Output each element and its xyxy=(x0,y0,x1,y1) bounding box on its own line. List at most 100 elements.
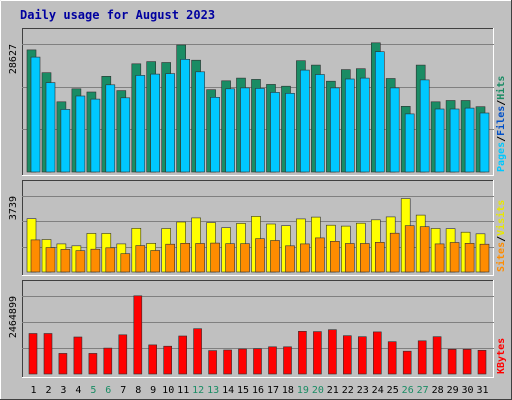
panel-visits-sites: 3739 Sites/Visits xyxy=(8,180,507,276)
series-legend-part: Sites xyxy=(495,242,507,272)
x-tick-label-day-29: 29 xyxy=(447,385,459,396)
x-tick-label-day-31: 31 xyxy=(476,385,488,396)
x-tick-label-day-5: 5 xyxy=(90,385,96,396)
bar-kbytes-day-31 xyxy=(477,349,487,375)
bar-kbytes-day-3 xyxy=(58,353,68,375)
bar-files-day-31 xyxy=(479,112,490,173)
bar-kbytes-day-17 xyxy=(268,346,277,375)
x-tick-label-day-13: 13 xyxy=(207,385,219,396)
bar-kbytes-day-27 xyxy=(417,340,427,375)
bar-files-day-10 xyxy=(165,73,175,173)
x-tick-label-day-19: 19 xyxy=(297,385,309,396)
bar-files-day-23 xyxy=(359,77,370,173)
bar-files-day-25 xyxy=(389,87,400,173)
x-tick-label-day-23: 23 xyxy=(357,385,369,396)
x-tick-label-day-18: 18 xyxy=(282,385,294,396)
x-axis-labels: 1 2 3 4 5 6 7 8 9 10 11 12 13 14 15 16 17 18 19 20 21 22 23 24 2… xyxy=(30,385,488,396)
bar-files-day-22 xyxy=(344,78,355,173)
bars xyxy=(28,295,487,375)
bar-kbytes-day-8 xyxy=(133,295,143,375)
y-axis-max-label: 2464899 xyxy=(8,296,19,338)
x-tick-label-day-6: 6 xyxy=(105,385,111,396)
bar-files-day-24 xyxy=(374,51,385,173)
bar-files-day-9 xyxy=(150,73,160,173)
bar-sites-day-2 xyxy=(45,247,56,273)
bar-sites-day-31 xyxy=(479,243,490,273)
bar-kbytes-day-30 xyxy=(462,348,472,375)
bar-files-day-7 xyxy=(120,97,131,173)
bar-sites-day-14 xyxy=(225,243,235,273)
bar-files-day-4 xyxy=(75,95,86,173)
x-tick-label-day-24: 24 xyxy=(372,385,384,396)
bar-files-day-3 xyxy=(60,109,71,173)
series-legend-part: / xyxy=(496,136,507,142)
bar-kbytes-day-16 xyxy=(253,348,262,375)
bar-kbytes-day-9 xyxy=(148,344,157,375)
bar-sites-day-7 xyxy=(120,253,131,273)
bar-sites-day-5 xyxy=(90,248,101,273)
bar-kbytes-day-10 xyxy=(163,345,172,375)
x-tick-label-day-10: 10 xyxy=(162,385,174,396)
bar-kbytes-day-26 xyxy=(402,350,412,375)
bar-kbytes-day-7 xyxy=(118,334,128,375)
x-tick-label-day-2: 2 xyxy=(45,385,51,396)
bar-sites-day-10 xyxy=(165,243,175,273)
bar-sites-day-29 xyxy=(449,242,460,273)
bar-kbytes-day-20 xyxy=(313,331,322,375)
bar-sites-day-12 xyxy=(195,243,205,273)
bar-files-day-20 xyxy=(315,74,325,173)
bar-sites-day-6 xyxy=(105,247,116,273)
x-tick-label-day-4: 4 xyxy=(75,385,81,396)
bar-sites-day-26 xyxy=(404,225,415,273)
panel-kbytes: 2464899 KBytes xyxy=(8,280,507,378)
bar-sites-day-30 xyxy=(464,243,475,273)
series-legend-part: KBytes xyxy=(496,338,507,374)
bar-sites-day-22 xyxy=(344,243,355,273)
series-legend-part: / xyxy=(496,100,507,106)
bar-files-day-12 xyxy=(195,71,205,173)
x-tick-label-day-11: 11 xyxy=(177,385,189,396)
series-legend: KBytes xyxy=(496,338,507,374)
bar-sites-day-15 xyxy=(240,243,250,273)
bar-kbytes-day-15 xyxy=(238,348,247,375)
bar-sites-day-18 xyxy=(285,245,295,273)
bar-sites-day-9 xyxy=(150,250,160,273)
bar-kbytes-day-1 xyxy=(28,333,38,375)
x-tick-label-day-25: 25 xyxy=(387,385,399,396)
bar-kbytes-day-4 xyxy=(73,336,83,375)
bar-files-day-1 xyxy=(30,56,41,173)
bar-kbytes-day-23 xyxy=(357,336,367,375)
x-tick-label-day-14: 14 xyxy=(222,385,234,396)
x-tick-label-day-3: 3 xyxy=(60,385,66,396)
bar-kbytes-day-2 xyxy=(43,333,53,375)
bar-files-day-11 xyxy=(180,58,190,173)
x-tick-label-day-9: 9 xyxy=(150,385,156,396)
bar-files-day-29 xyxy=(449,108,460,173)
bar-files-day-14 xyxy=(225,88,235,173)
bar-kbytes-day-6 xyxy=(103,347,113,375)
series-legend: Sites/Visits xyxy=(495,200,507,272)
bar-files-day-2 xyxy=(45,82,56,173)
bar-sites-day-23 xyxy=(359,243,370,273)
x-tick-label-day-20: 20 xyxy=(312,385,324,396)
bar-kbytes-day-12 xyxy=(193,328,202,375)
bar-files-day-28 xyxy=(434,108,445,173)
bar-sites-day-8 xyxy=(135,245,146,273)
series-legend-part: Files xyxy=(495,106,507,136)
y-axis-max-label: 3739 xyxy=(8,196,19,220)
bar-kbytes-day-21 xyxy=(328,329,337,375)
x-tick-label-day-17: 17 xyxy=(267,385,279,396)
x-tick-label-day-16: 16 xyxy=(252,385,264,396)
x-tick-label-day-21: 21 xyxy=(327,385,339,396)
bar-files-day-6 xyxy=(105,84,116,173)
bar-sites-day-25 xyxy=(389,232,400,273)
bar-files-day-18 xyxy=(285,93,295,173)
bar-sites-day-27 xyxy=(419,226,430,273)
series-legend: Pages/Files/Hits xyxy=(495,76,507,172)
bar-files-day-15 xyxy=(240,87,250,173)
bar-sites-day-19 xyxy=(300,243,310,273)
